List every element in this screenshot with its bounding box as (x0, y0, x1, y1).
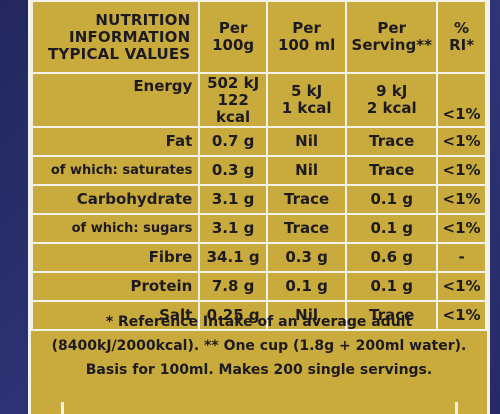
row-label: Carbohydrate (30, 184, 201, 215)
ri-value: - (436, 242, 487, 273)
energy-row: Energy 502 kJ 122 kcal 5 kJ 1 kcal 9 kJ … (30, 72, 487, 128)
energy-per-serving: 9 kJ 2 kcal (345, 72, 439, 128)
col-header-per-100ml: Per 100 ml (265, 0, 348, 74)
header-row: NUTRITION INFORMATION TYPICAL VALUES Per… (30, 0, 487, 74)
per-100g-value: 0.7 g (198, 126, 268, 157)
table-row: Fat 0.7 g Nil Trace <1% (30, 126, 487, 157)
per-100ml-value: Nil (265, 155, 348, 186)
per-serving-value: 0.1 g (345, 213, 439, 244)
row-label: of which: saturates (30, 155, 201, 186)
row-label: Fat (30, 126, 201, 157)
per-serving-value: Trace (345, 300, 439, 331)
bottom-tick (455, 402, 458, 414)
nutrition-label: NUTRITION INFORMATION TYPICAL VALUES Per… (28, 0, 490, 414)
ri-value: <1% (436, 126, 487, 157)
per-serving-value: 0.1 g (345, 184, 439, 215)
table-title: NUTRITION INFORMATION TYPICAL VALUES (30, 0, 201, 74)
per-100g-value: 34.1 g (198, 242, 268, 273)
per-serving-value: 0.1 g (345, 271, 439, 302)
per-100ml-value: Nil (265, 300, 348, 331)
table-row: Protein 7.8 g 0.1 g 0.1 g <1% (30, 271, 487, 302)
col-header-ri: % RI* (436, 0, 487, 74)
ri-value: <1% (436, 184, 487, 215)
ri-value: <1% (436, 300, 487, 331)
per-100ml-value: Nil (265, 126, 348, 157)
footnote: * Reference Intake of an average adult (… (51, 314, 467, 378)
table-row: of which: saturates 0.3 g Nil Trace <1% (30, 155, 487, 186)
per-serving-value: Trace (345, 155, 439, 186)
per-100g-value: 7.8 g (198, 271, 268, 302)
row-label: Fibre (30, 242, 201, 273)
per-100g-value: 3.1 g (198, 184, 268, 215)
per-100ml-value: Trace (265, 213, 348, 244)
table-row: Salt 0.25 g Nil Trace <1% (30, 300, 487, 331)
row-label: Energy (30, 72, 201, 128)
col-header-per-100g: Per 100g (198, 0, 268, 74)
row-label: of which: sugars (30, 213, 201, 244)
table-row: of which: sugars 3.1 g Trace 0.1 g <1% (30, 213, 487, 244)
table-row: Fibre 34.1 g 0.3 g 0.6 g - (30, 242, 487, 273)
bottom-tick (61, 402, 64, 414)
per-100g-value: 0.3 g (198, 155, 268, 186)
per-serving-value: 0.6 g (345, 242, 439, 273)
energy-per-100ml: 5 kJ 1 kcal (265, 72, 348, 128)
col-header-per-serving: Per Serving** (345, 0, 439, 74)
row-label: Salt (30, 300, 201, 331)
nutrition-table: NUTRITION INFORMATION TYPICAL VALUES Per… (30, 0, 487, 331)
per-100g-value: 3.1 g (198, 213, 268, 244)
energy-per-100g: 502 kJ 122 kcal (198, 72, 268, 128)
per-serving-value: Trace (345, 126, 439, 157)
per-100ml-value: 0.1 g (265, 271, 348, 302)
per-100g-value: 0.25 g (198, 300, 268, 331)
per-100ml-value: Trace (265, 184, 348, 215)
row-label: Protein (30, 271, 201, 302)
table-row: Carbohydrate 3.1 g Trace 0.1 g <1% (30, 184, 487, 215)
per-100ml-value: 0.3 g (265, 242, 348, 273)
ri-value: <1% (436, 155, 487, 186)
ri-value: <1% (436, 271, 487, 302)
ri-value: <1% (436, 213, 487, 244)
energy-ri: <1% (436, 72, 487, 128)
